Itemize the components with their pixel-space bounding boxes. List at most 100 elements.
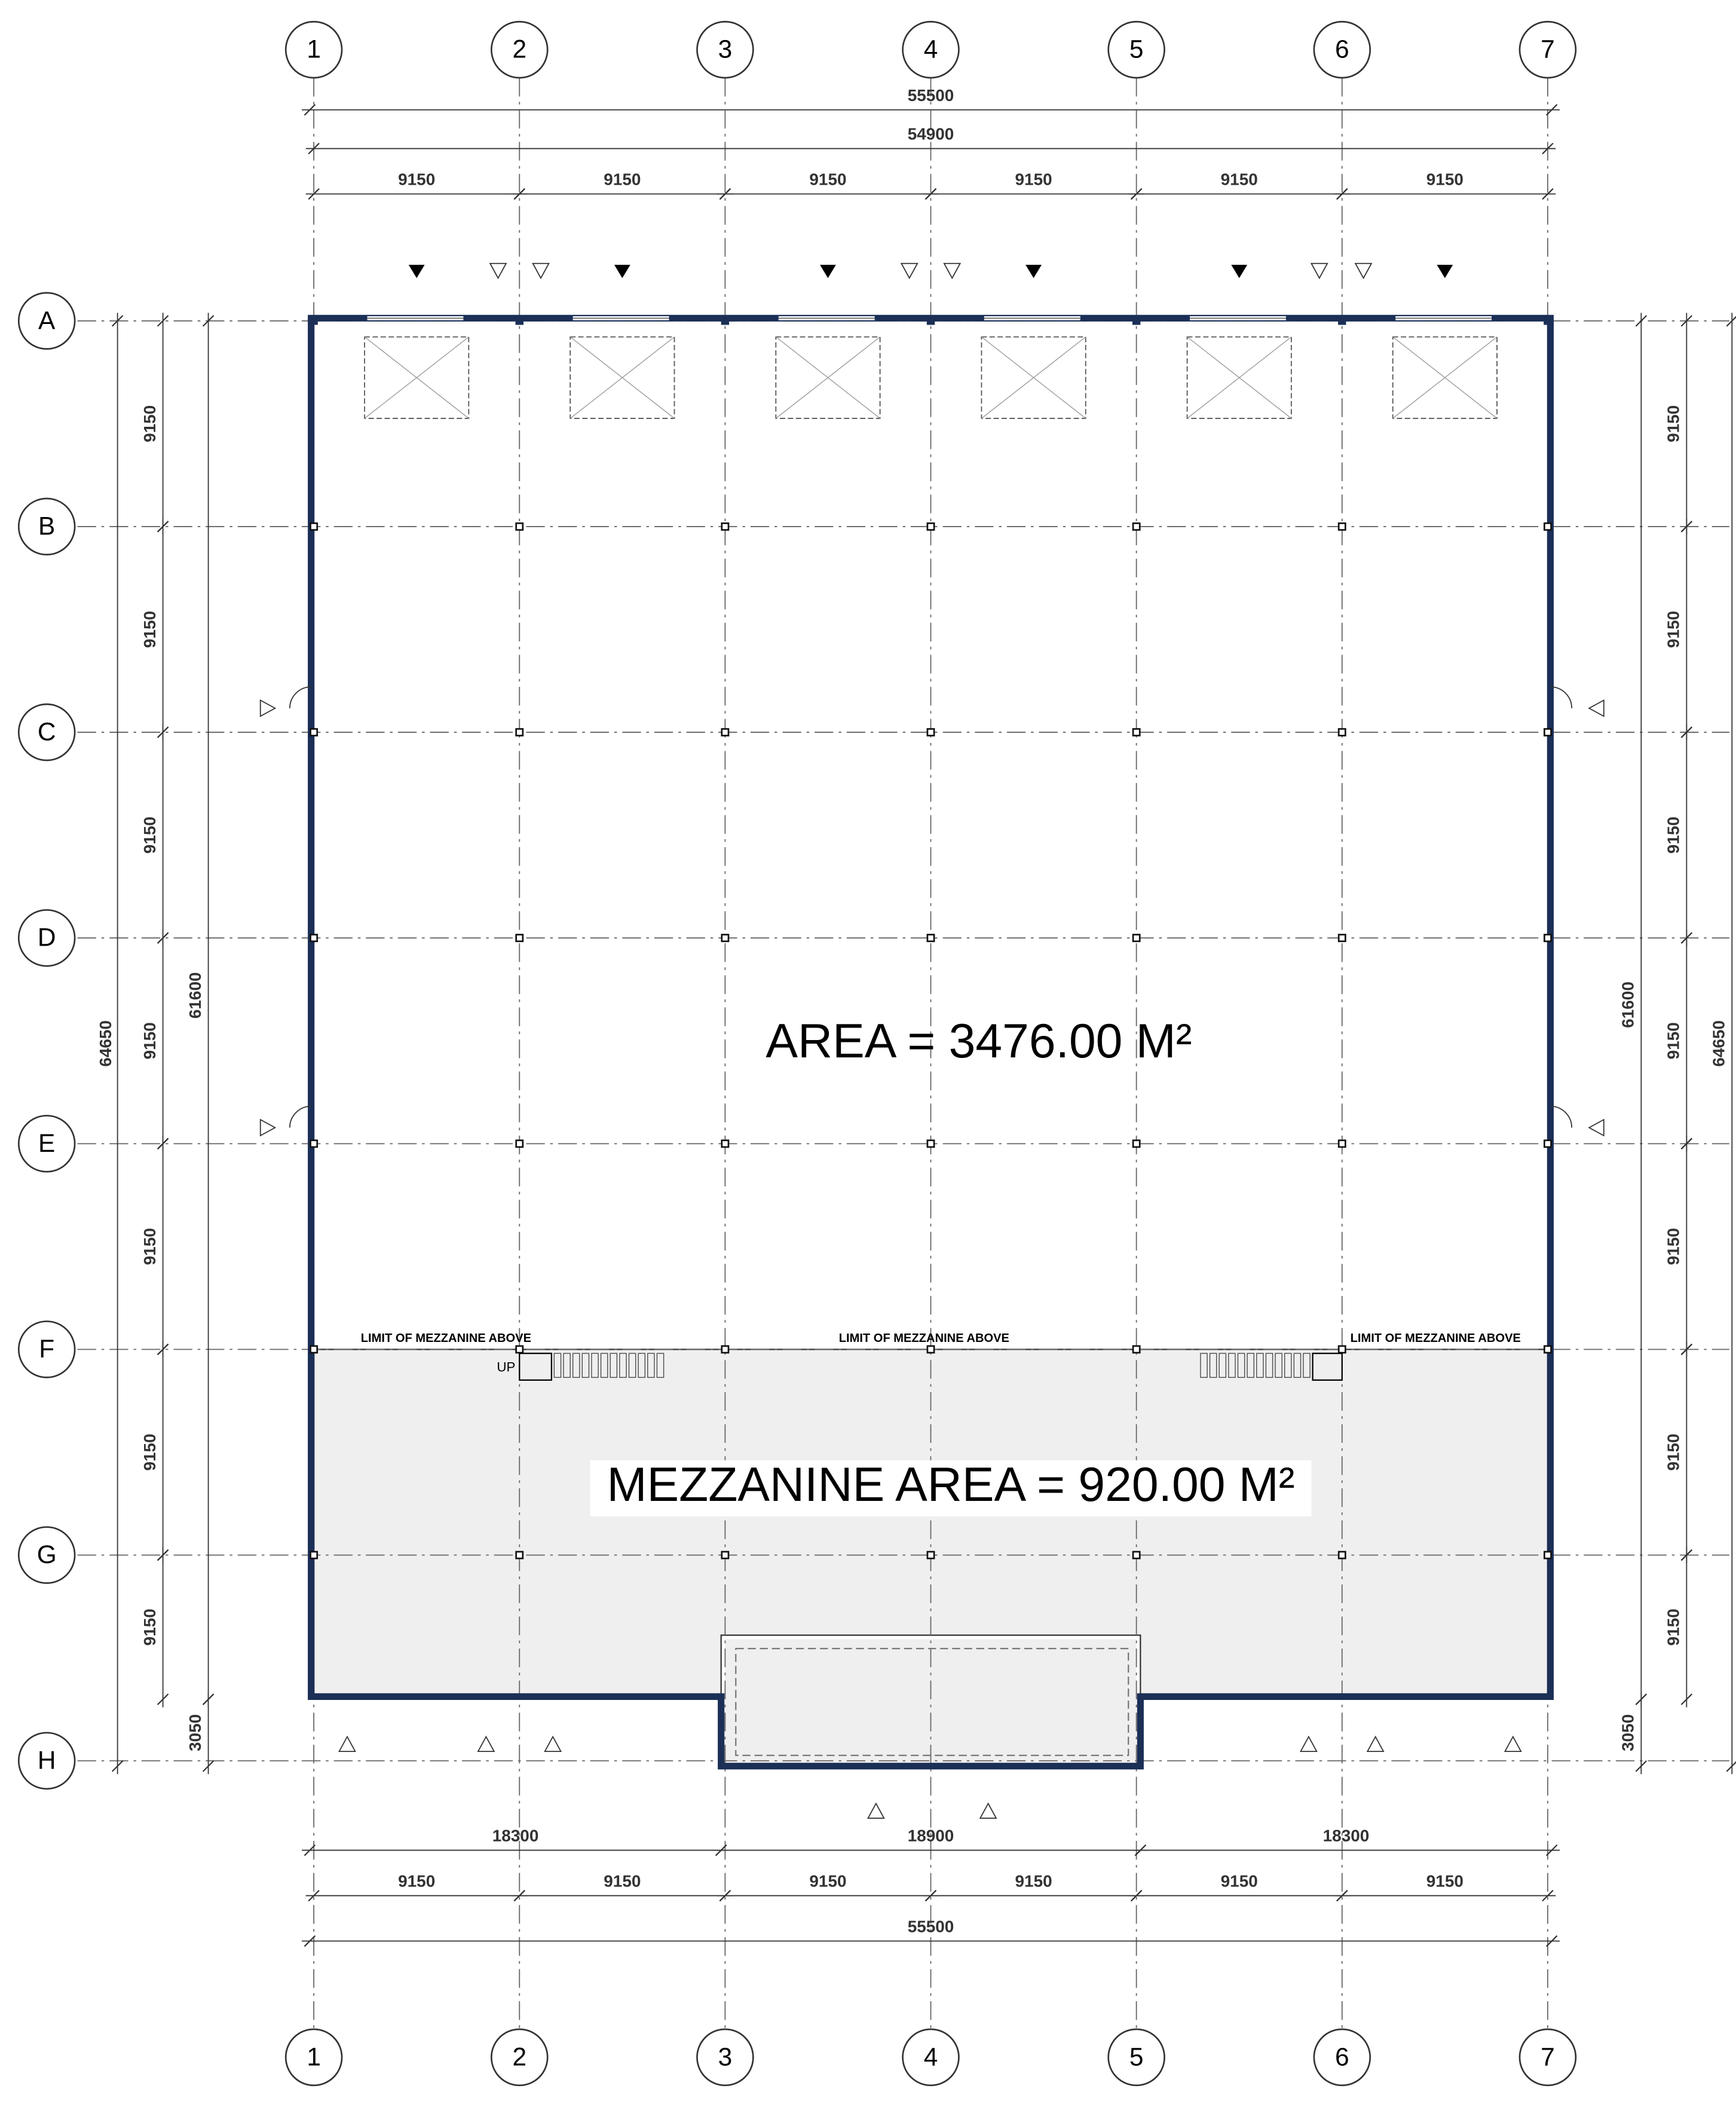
dimension-tick — [157, 1343, 169, 1356]
dimension-text: 9150 — [1664, 405, 1683, 442]
grid-bubble — [17, 1320, 76, 1378]
column — [926, 317, 935, 325]
column — [1543, 728, 1552, 737]
dimension-tick — [157, 932, 169, 944]
stair-tread — [581, 1353, 590, 1378]
dimension-text: 9150 — [140, 1022, 159, 1059]
dimension-tick — [1635, 315, 1648, 327]
door-marker — [943, 262, 962, 280]
column — [1338, 317, 1346, 325]
dimension-tick — [157, 1693, 169, 1705]
door-marker — [338, 1735, 356, 1752]
grid-bubble — [1313, 20, 1371, 79]
column — [310, 317, 318, 325]
dimension-text: 9150 — [1426, 1872, 1463, 1890]
dimension-text: 9150 — [604, 170, 641, 189]
door-marker — [1504, 1735, 1522, 1752]
dimension-tick — [924, 188, 937, 200]
dock-marker — [1437, 264, 1453, 279]
column — [515, 1139, 524, 1148]
dimension-tick — [1545, 1935, 1558, 1947]
grid-label: 7 — [1541, 35, 1555, 63]
column — [515, 1551, 524, 1559]
stair-tread — [610, 1353, 618, 1378]
column — [310, 1345, 319, 1354]
column — [310, 728, 319, 737]
dimension-text: 55500 — [908, 86, 954, 105]
column — [1132, 1345, 1141, 1354]
column — [310, 1551, 319, 1559]
dock-leveller — [570, 336, 675, 419]
column — [515, 1345, 524, 1354]
dimension-text: 9150 — [809, 170, 846, 189]
door-marker — [1366, 1735, 1385, 1752]
grid-label: 5 — [1129, 35, 1144, 63]
door-marker — [1588, 699, 1605, 717]
grid-label: A — [38, 306, 56, 334]
stair-tread — [1209, 1353, 1217, 1378]
grid-label: 6 — [1335, 2042, 1349, 2071]
dimension-text: 18900 — [908, 1826, 954, 1845]
grid-bubble — [17, 1115, 76, 1173]
dimension-tick — [513, 1889, 525, 1902]
column — [721, 728, 730, 737]
stair-tread — [553, 1353, 562, 1378]
column — [721, 317, 730, 325]
grid-bubble — [902, 2028, 960, 2087]
door-marker — [900, 262, 918, 280]
dock-marker — [820, 264, 836, 279]
dimension-tick — [1545, 104, 1558, 116]
stair-tread — [619, 1353, 627, 1378]
door-marker — [1300, 1735, 1318, 1752]
dimension-tick — [111, 1760, 124, 1772]
column — [1543, 1139, 1552, 1148]
grid-bubble — [696, 20, 754, 79]
dimension-text: 9150 — [398, 1872, 435, 1890]
stair-tread — [1256, 1353, 1264, 1378]
dock-cross — [364, 337, 469, 419]
column — [926, 522, 935, 531]
dimension-tick — [1680, 1137, 1693, 1150]
grid-label: G — [37, 1540, 57, 1568]
dimension-text: 54900 — [908, 125, 954, 143]
dimension-text: 9150 — [1664, 1022, 1683, 1059]
mezzanine-label-bg — [590, 1460, 1312, 1516]
dimension-tick — [1336, 1889, 1348, 1902]
dimension-tick — [157, 521, 169, 533]
door-marker — [1354, 262, 1373, 280]
column — [515, 522, 524, 531]
grid-label: 3 — [718, 2042, 733, 2071]
stair-tread — [1275, 1353, 1282, 1378]
stair-tread — [638, 1353, 645, 1378]
column — [1337, 728, 1346, 737]
grid-label: 2 — [512, 35, 526, 63]
dimension-tick — [1635, 1760, 1648, 1772]
stair — [519, 1353, 553, 1381]
column — [310, 1139, 319, 1148]
dimension-text: 9150 — [140, 1433, 159, 1470]
dimension-tick — [1680, 315, 1693, 327]
dock-marker — [1025, 264, 1042, 279]
grid-bubble — [17, 1526, 76, 1584]
dimension-tick — [513, 188, 525, 200]
stair-label: UP — [497, 1360, 515, 1375]
grid-label: 1 — [307, 2042, 321, 2071]
stair-tread — [1200, 1353, 1208, 1378]
column — [1132, 317, 1141, 325]
grid-label: H — [38, 1746, 56, 1774]
stair-tread — [1293, 1353, 1302, 1378]
dimension-tick — [202, 1693, 215, 1705]
dimension-text: 9150 — [1015, 1872, 1052, 1890]
column — [926, 728, 935, 737]
stair-tread — [647, 1353, 655, 1378]
stair-tread — [1265, 1353, 1273, 1378]
column — [515, 317, 523, 325]
stair — [1312, 1353, 1343, 1381]
dimension-text: 9150 — [140, 1228, 159, 1265]
column — [926, 1551, 935, 1559]
dimension-tick — [202, 1760, 215, 1772]
door-swing — [1550, 1105, 1573, 1128]
dimension-text: 9150 — [140, 405, 159, 442]
